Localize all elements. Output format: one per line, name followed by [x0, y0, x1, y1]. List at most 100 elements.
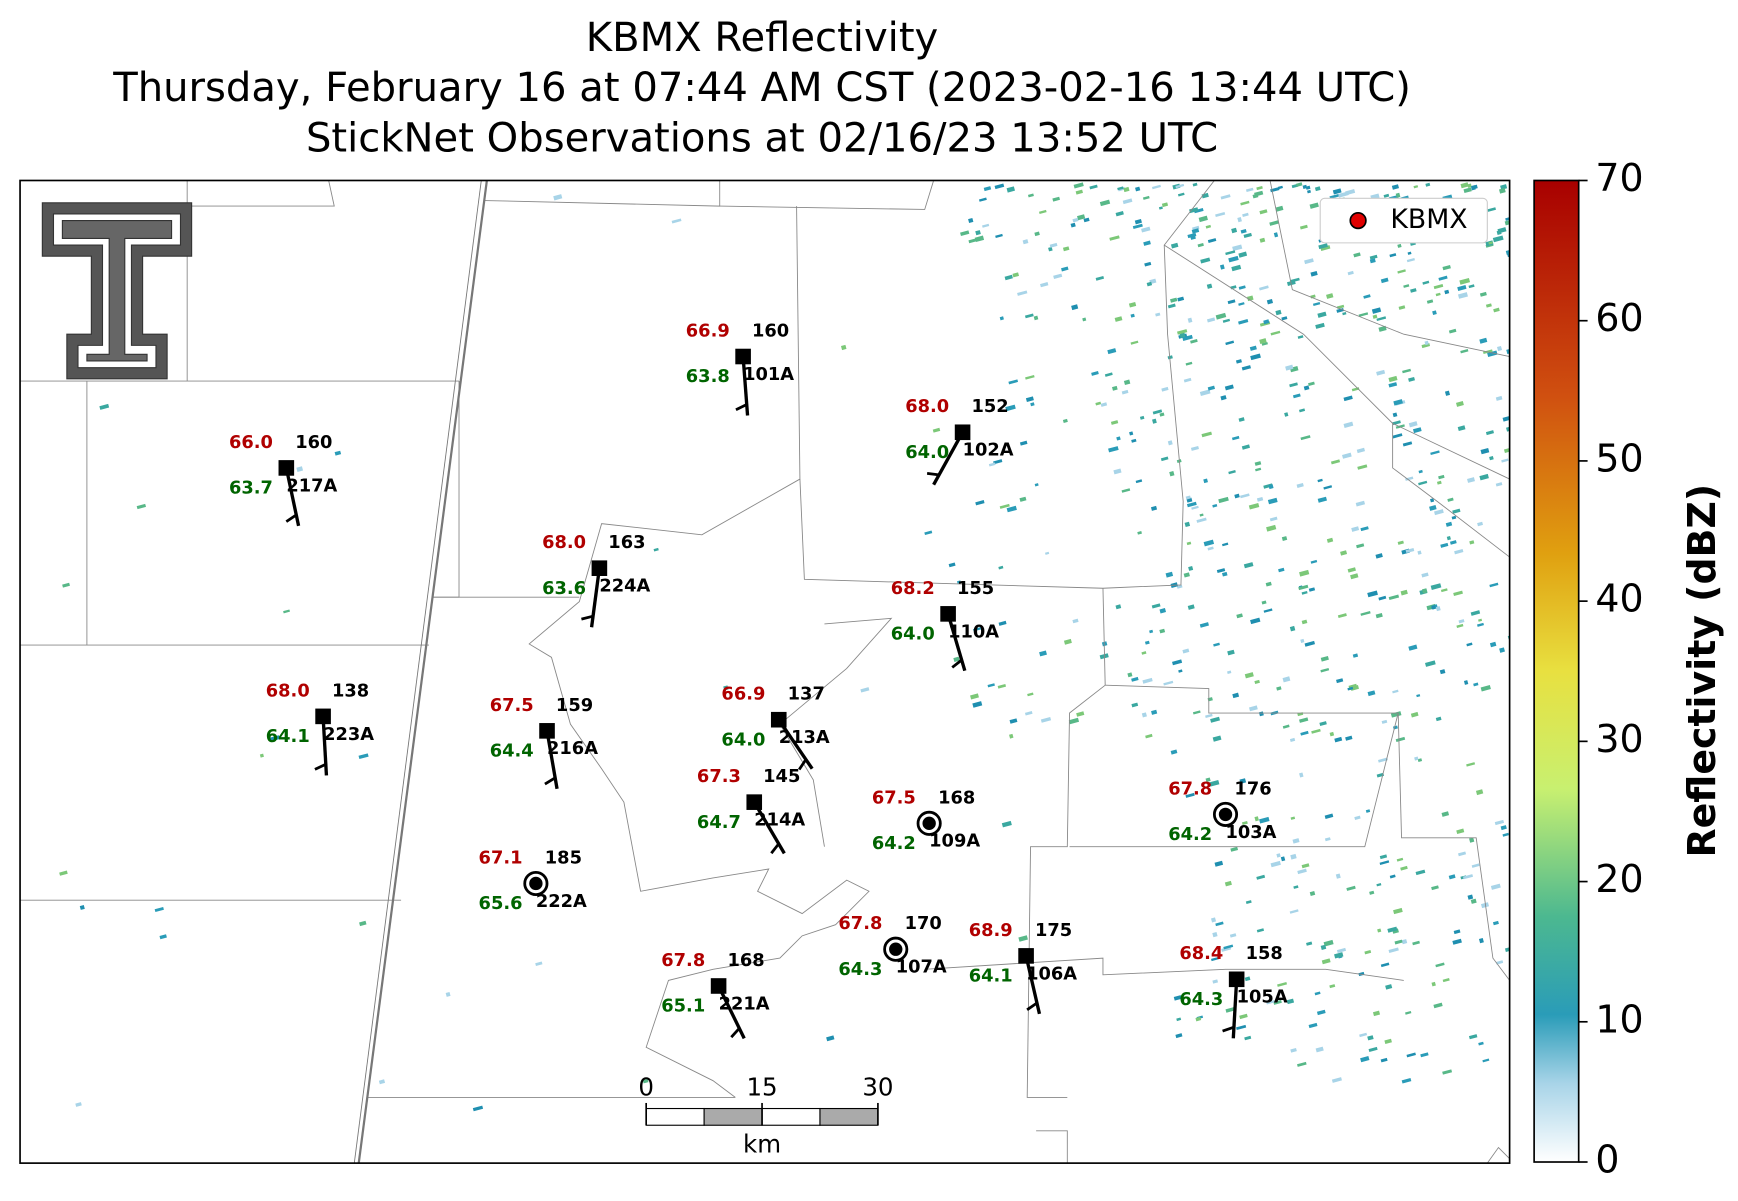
- radar-echo: [1167, 440, 1173, 446]
- radar-echo: [99, 403, 110, 410]
- radar-echo: [1388, 947, 1399, 953]
- temperature: 68.2: [891, 578, 935, 599]
- radar-echo: [932, 427, 941, 433]
- station-id: 106A: [1026, 963, 1077, 984]
- radar-echo: [1431, 605, 1436, 610]
- radar-echo: [1435, 292, 1441, 297]
- radar-echo: [1151, 184, 1161, 190]
- radar-echo: [1030, 402, 1035, 407]
- station: 66.9 63.8 160 101A: [686, 320, 794, 416]
- radar-echo: [1224, 384, 1234, 391]
- radar-echo: [1266, 1000, 1275, 1005]
- radar-echo: [1151, 709, 1158, 715]
- radar-echo: [1412, 427, 1422, 434]
- radar-echo: [1149, 629, 1154, 634]
- colorbar-tick-label: 70: [1595, 156, 1643, 200]
- radar-echo: [1201, 431, 1212, 438]
- radar-echo: [1273, 999, 1282, 1005]
- temperature: 68.4: [1179, 943, 1223, 964]
- radar-echo: [1487, 207, 1496, 212]
- radar-echo: [983, 186, 992, 192]
- radar-echo: [1500, 184, 1508, 190]
- colorbar-tick-label: 0: [1595, 1138, 1619, 1182]
- radar-echo: [1130, 313, 1135, 318]
- radar-echo: [1238, 319, 1249, 325]
- radar-echo: [1378, 757, 1388, 763]
- radar-echo: [1139, 415, 1145, 420]
- station-id: 214A: [754, 810, 805, 831]
- radar-echo: [1297, 868, 1307, 875]
- radar-echo: [1359, 1032, 1368, 1038]
- radar-echo: [1073, 182, 1084, 189]
- wind-barb: [589, 567, 602, 628]
- radar-echo: [1243, 562, 1254, 569]
- radar-echo: [1363, 294, 1371, 299]
- wind-barb-flag: [730, 1027, 741, 1039]
- radar-echo: [1177, 329, 1188, 335]
- temperature: 68.0: [905, 396, 949, 417]
- colorbar-tick-label: 60: [1595, 296, 1643, 340]
- radar-echo: [1316, 1009, 1326, 1016]
- radar-echo: [1160, 456, 1169, 462]
- radar-echo: [1305, 185, 1311, 190]
- radar-echo: [1360, 1055, 1370, 1063]
- radar-echo: [1236, 613, 1243, 619]
- radar-echo: [1265, 581, 1272, 587]
- radar-echo: [1218, 496, 1229, 504]
- radar-echo: [1418, 469, 1423, 474]
- radar-echo: [1281, 536, 1288, 541]
- station: 68.0 63.6 163 224A: [542, 532, 651, 628]
- radar-echo: [1418, 480, 1428, 486]
- radar-echo: [1400, 865, 1408, 871]
- radar-echo: [723, 685, 729, 691]
- station-value: 163: [608, 532, 645, 553]
- radar-echo: [1347, 686, 1354, 691]
- radar-echo: [1276, 686, 1282, 691]
- radar-echo: [1360, 526, 1369, 532]
- radar-echo: [1420, 1052, 1429, 1058]
- radar-echo: [1320, 667, 1330, 673]
- radar-echo: [1227, 670, 1232, 675]
- radar-echo: [998, 620, 1007, 626]
- radar-echo: [1278, 567, 1285, 573]
- radar-echo: [1393, 399, 1403, 406]
- radar-echo: [1034, 483, 1039, 487]
- radar-echo: [1040, 717, 1052, 723]
- radar-echo: [1296, 482, 1304, 488]
- radar-echo: [1455, 401, 1464, 407]
- station-value: 176: [1234, 778, 1271, 799]
- radar-echo: [1227, 299, 1236, 305]
- radar-echo: [1143, 240, 1151, 246]
- radar-echo: [1392, 725, 1398, 730]
- radar-echo: [1216, 568, 1226, 574]
- station-marker: [954, 424, 971, 441]
- radar-echo: [1273, 232, 1279, 238]
- radar-echo: [1426, 299, 1434, 304]
- radar-echo: [1022, 239, 1029, 245]
- radar-echo: [999, 316, 1004, 321]
- radar-echo: [1314, 991, 1321, 996]
- station-marker: [529, 876, 543, 891]
- radar-echo: [972, 701, 983, 708]
- station-marker: [922, 816, 936, 831]
- radar-echo: [1451, 515, 1457, 520]
- station-marker: [1228, 971, 1245, 988]
- radar-echo: [1082, 317, 1087, 322]
- radar-echo: [1331, 1077, 1342, 1083]
- radar-echo: [1142, 195, 1150, 200]
- radar-echo: [975, 500, 985, 506]
- radar-echo: [1228, 255, 1239, 263]
- radar-echo: [948, 562, 956, 568]
- radar-echo: [1492, 235, 1504, 243]
- radar-echo: [1238, 302, 1245, 306]
- radar-echo: [1190, 445, 1199, 451]
- radar-echo: [1502, 415, 1510, 422]
- radar-echo: [1277, 185, 1283, 190]
- radar-echo: [1459, 277, 1471, 285]
- radar-echo: [1495, 395, 1503, 401]
- radar-echo: [1480, 902, 1490, 909]
- radar-echo: [1250, 617, 1261, 625]
- radar-echo: [1299, 569, 1310, 577]
- station-marker: [735, 348, 751, 365]
- temperature: 67.8: [661, 950, 705, 971]
